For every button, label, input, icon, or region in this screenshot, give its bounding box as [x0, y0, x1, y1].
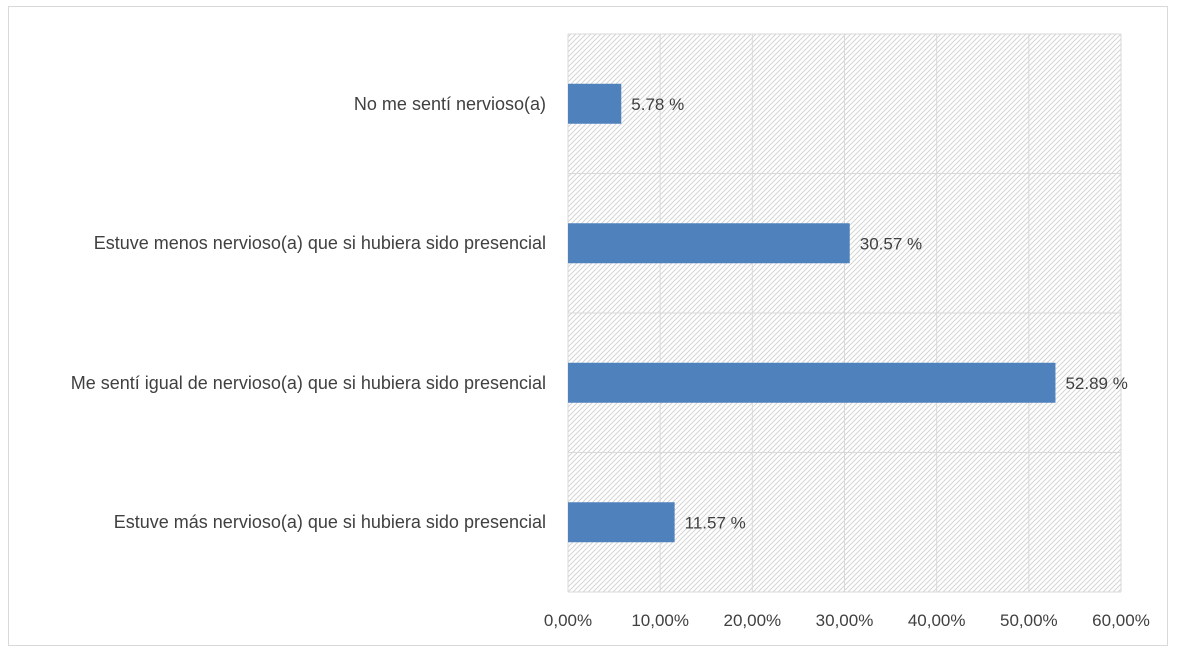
x-tick-label: 20,00%	[723, 611, 781, 630]
bar-data-label: 52.89 %	[1065, 374, 1127, 393]
bar	[568, 362, 1056, 403]
x-tick-label: 40,00%	[908, 611, 966, 630]
category-label: No me sentí nervioso(a)	[353, 93, 546, 114]
bar	[568, 223, 850, 264]
bar-data-label: 11.57 %	[685, 513, 746, 532]
bar	[568, 83, 622, 124]
bar-data-label: 30.57 %	[860, 234, 922, 253]
category-label: Me sentí igual de nervioso(a) que si hub…	[70, 372, 546, 393]
x-tick-label: 60,00%	[1092, 611, 1150, 630]
x-tick-label: 50,00%	[1000, 611, 1058, 630]
bar-data-label: 5.78 %	[631, 95, 684, 114]
category-label: Estuve menos nervioso(a) que si hubiera …	[93, 233, 546, 254]
category-label: Estuve más nervioso(a) que si hubiera si…	[113, 512, 546, 533]
x-tick-label: 30,00%	[816, 611, 874, 630]
x-tick-label: 10,00%	[631, 611, 689, 630]
x-tick-label: 0,00%	[544, 611, 592, 630]
bar	[568, 502, 675, 543]
